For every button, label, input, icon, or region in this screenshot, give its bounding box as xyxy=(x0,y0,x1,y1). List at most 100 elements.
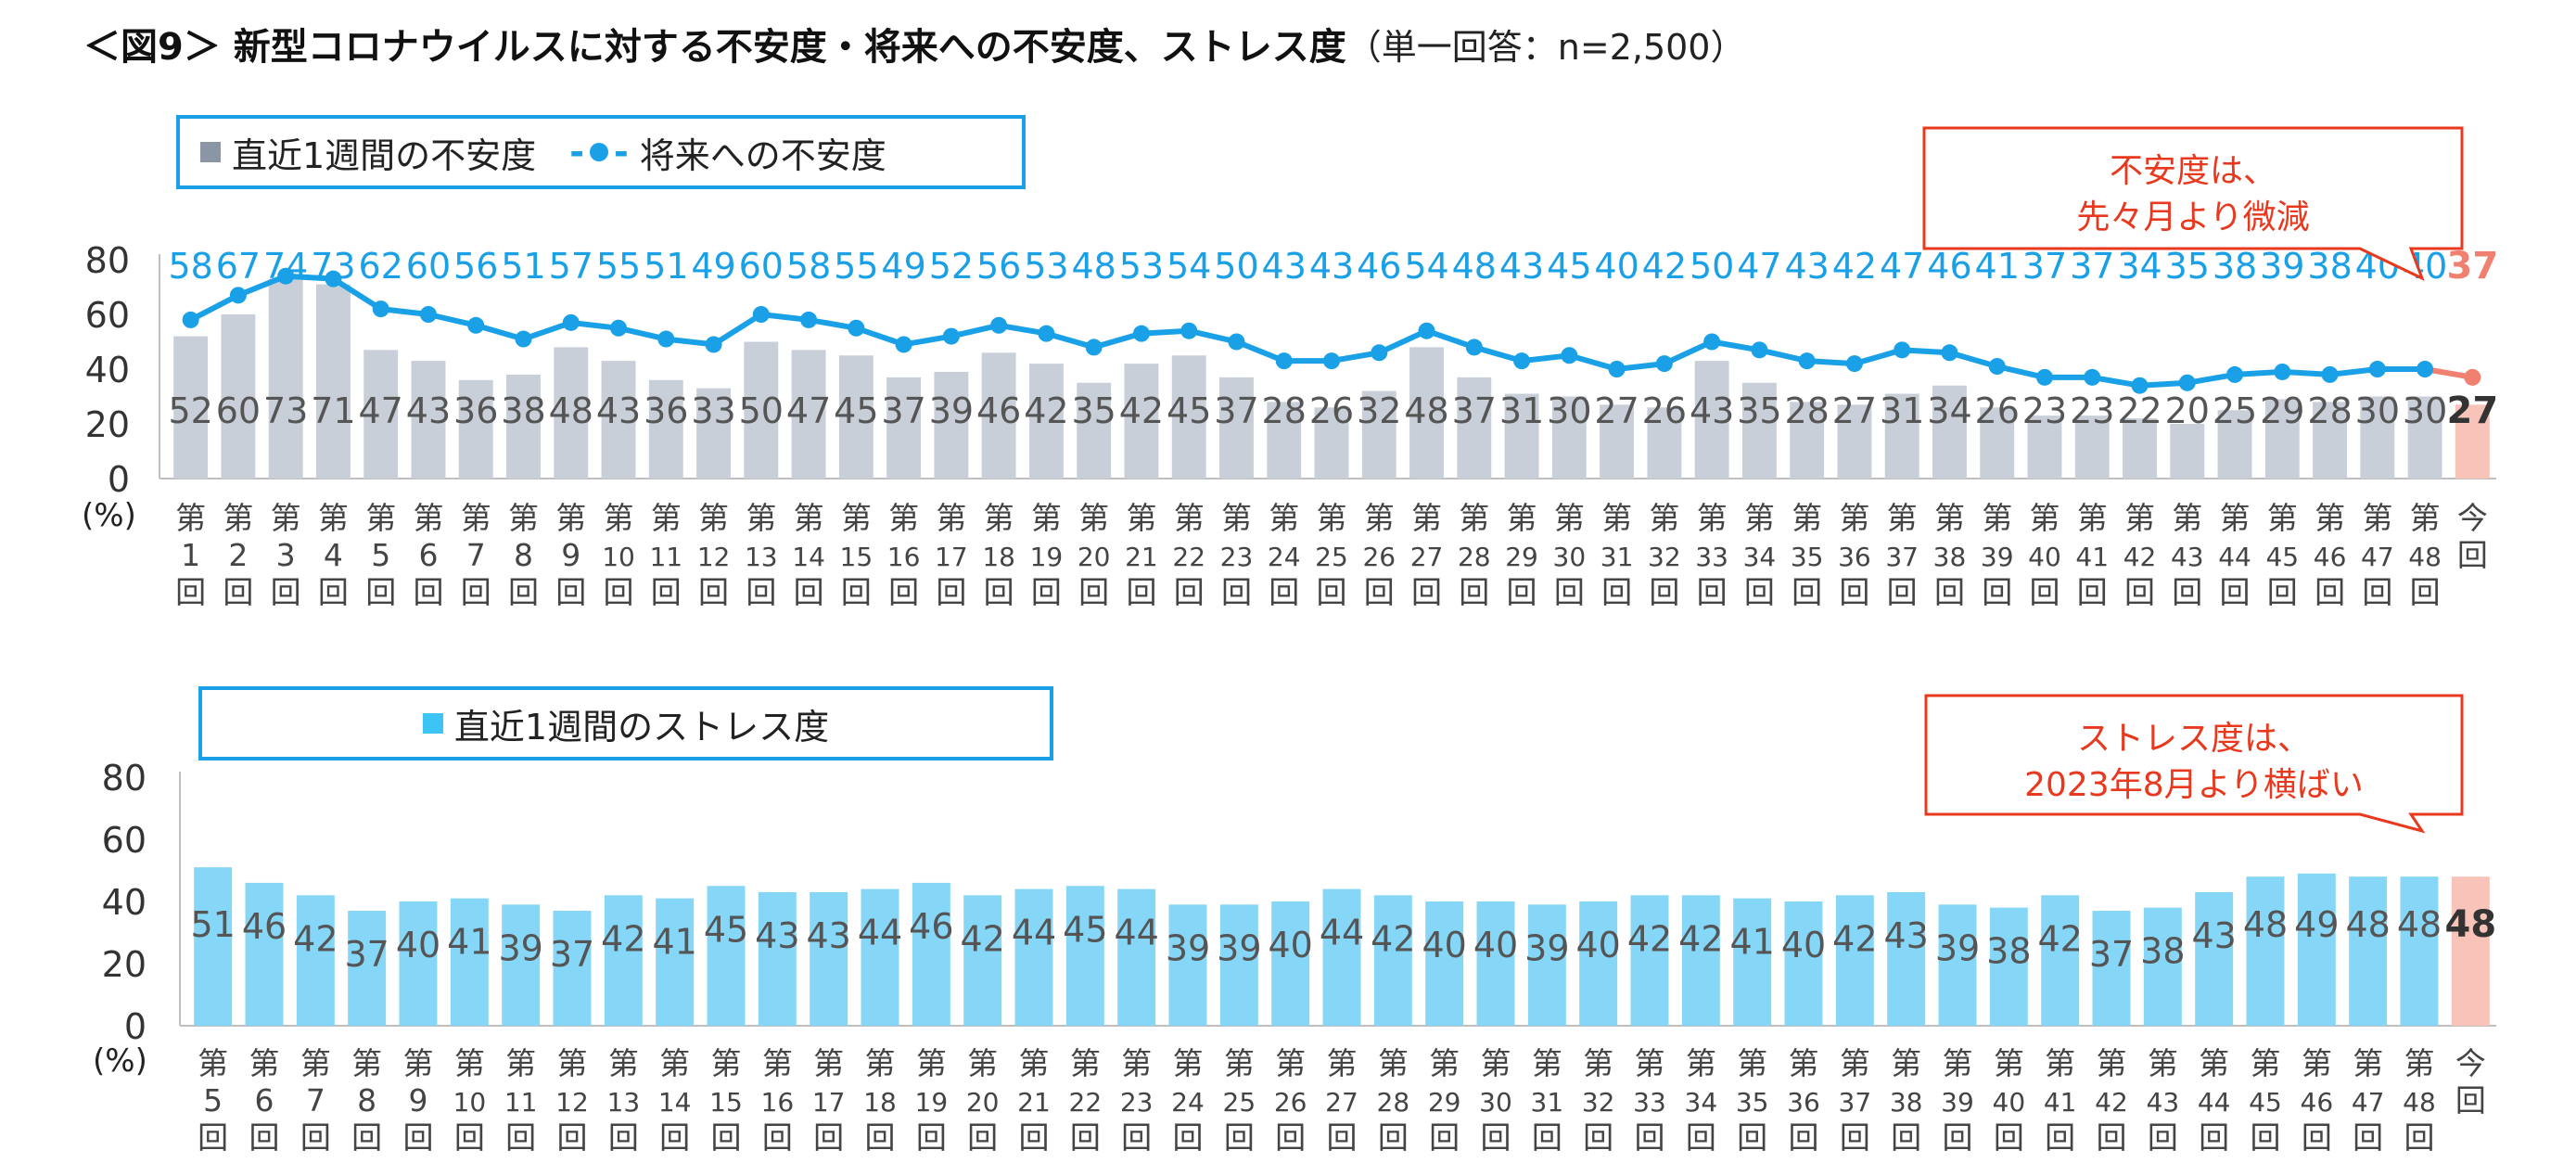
x-tick-label: 第 20 回 xyxy=(1078,500,1111,610)
bar xyxy=(1932,385,1967,479)
bar xyxy=(2297,873,2336,1026)
x-tick-label: 第 41 回 xyxy=(2044,1045,2077,1156)
bar-value-label: 39 xyxy=(1166,927,1210,968)
bar-value-label: 26 xyxy=(1642,390,1687,431)
bar xyxy=(1271,901,1310,1026)
page-title: ＜図9＞ 新型コロナウイルスに対する不安度・将来への不安度、ストレス度（単一回答… xyxy=(83,17,1745,70)
bar-value-label: 37 xyxy=(550,934,594,975)
bar-value-label: 40 xyxy=(396,925,440,965)
bar-value-label: 43 xyxy=(1883,915,1928,956)
bar-value-label: 40 xyxy=(1781,925,1826,965)
line-value-label: 43 xyxy=(1309,246,1354,287)
x-tick-label: 第 26 回 xyxy=(1274,1045,1307,1156)
legend-item-stress: 直近1週間のストレス度 xyxy=(422,698,829,749)
bar xyxy=(502,904,541,1026)
bar-value-label: 40 xyxy=(1575,925,1620,965)
x-tick-label: 第 29 回 xyxy=(1505,500,1538,610)
line-value-label: 34 xyxy=(2117,246,2162,287)
bar xyxy=(707,886,746,1026)
bar xyxy=(2349,876,2388,1026)
line-point xyxy=(419,306,437,323)
bar xyxy=(810,891,848,1026)
x-tick-label: 第 25 回 xyxy=(1315,500,1348,610)
line-value-label: 49 xyxy=(881,246,925,287)
bar xyxy=(1887,891,1926,1026)
line-value-label: 39 xyxy=(2260,246,2304,287)
bar xyxy=(2400,876,2439,1026)
x-tick-label: 第 37 回 xyxy=(1885,500,1919,610)
line-point xyxy=(705,336,722,353)
bar xyxy=(1733,898,1772,1026)
bar-value-label: 44 xyxy=(1320,913,1364,953)
line-point xyxy=(515,330,532,348)
x-tick-label: 第 35 回 xyxy=(1791,500,1824,610)
x-tick-label: 第 32 回 xyxy=(1582,1045,1615,1156)
bar-value-label: 35 xyxy=(1737,390,1781,431)
bar xyxy=(1837,404,1872,479)
bar xyxy=(315,284,351,479)
bar-value-label: 39 xyxy=(498,927,542,968)
bar-value-label: 27 xyxy=(1594,390,1639,431)
bar-value-label: 26 xyxy=(1975,390,2020,431)
bar-value-label: 71 xyxy=(311,390,355,431)
callout-text-line2: 先々月より微減 xyxy=(2076,198,2309,236)
x-tick-label: 第 48 回 xyxy=(2403,1045,2436,1156)
bar xyxy=(744,341,779,479)
x-tick-label: 第 19 回 xyxy=(1030,500,1064,610)
line-value-label: 43 xyxy=(1499,246,1544,287)
line-point xyxy=(1845,355,1863,373)
line-value-label: 46 xyxy=(1927,246,1971,287)
x-tick-label: 第 13 回 xyxy=(607,1045,641,1156)
bar-value-label: 37 xyxy=(2089,934,2134,975)
bar-value-label: 20 xyxy=(2165,390,2210,431)
x-tick-label: 第 42 回 xyxy=(2095,1045,2128,1156)
bar xyxy=(1551,396,1587,479)
line-point xyxy=(2035,368,2053,386)
bar xyxy=(2313,402,2348,479)
line-value-label: 58 xyxy=(786,246,831,287)
line-value-label: 48 xyxy=(1452,246,1497,287)
y-tick-label: 40 xyxy=(85,350,130,390)
bar xyxy=(1314,407,1349,479)
x-tick-label: 第 14 回 xyxy=(658,1045,692,1156)
bar xyxy=(1219,377,1254,479)
x-tick-label: 第 32 回 xyxy=(1648,500,1681,610)
line-value-label: 43 xyxy=(1262,246,1307,287)
bar xyxy=(2027,415,2062,479)
bar xyxy=(1476,901,1515,1026)
bar-value-label: 37 xyxy=(1452,390,1497,431)
bar xyxy=(1267,402,1302,479)
bar xyxy=(1784,901,1823,1026)
x-tick-label: 第 22 回 xyxy=(1069,1045,1103,1156)
bar xyxy=(1219,904,1258,1026)
bar xyxy=(791,350,826,479)
x-tick-label: 第 16 回 xyxy=(887,500,921,610)
line-point xyxy=(1894,341,1911,359)
line-point xyxy=(2131,377,2149,394)
legend-stress: 直近1週間のストレス度 xyxy=(198,686,1053,760)
line-value-label: 38 xyxy=(2307,246,2352,287)
bar xyxy=(934,371,969,479)
bar-value-label: 27 xyxy=(2447,390,2499,432)
legend-swatch-cyan-icon xyxy=(422,713,443,734)
x-tick-label: 第 36 回 xyxy=(1787,1045,1820,1156)
line-value-label: 48 xyxy=(1071,246,1116,287)
bar-value-label: 45 xyxy=(704,909,748,950)
line-point xyxy=(1132,325,1150,342)
bar-value-label: 30 xyxy=(2403,390,2447,431)
x-tick-label: 第 14 回 xyxy=(792,500,825,610)
bar xyxy=(1694,361,1729,479)
bar xyxy=(886,377,922,479)
x-tick-label: 第 28 回 xyxy=(1377,1045,1410,1156)
x-tick-label: 第 44 回 xyxy=(2218,500,2251,610)
bar-value-label: 48 xyxy=(2345,904,2390,945)
bar xyxy=(2360,396,2395,479)
x-tick-label: 第 13 回 xyxy=(745,500,778,610)
bar-value-label: 43 xyxy=(755,915,799,956)
line-value-label: 42 xyxy=(1832,246,1877,287)
x-tick-label: 第 33 回 xyxy=(1633,1045,1666,1156)
bar xyxy=(1124,364,1159,479)
bar xyxy=(458,379,493,479)
bar xyxy=(348,911,387,1026)
